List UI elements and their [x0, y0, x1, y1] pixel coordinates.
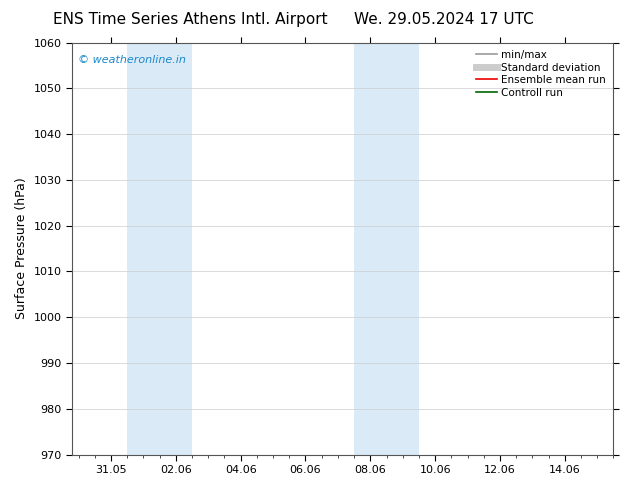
- Text: ENS Time Series Athens Intl. Airport: ENS Time Series Athens Intl. Airport: [53, 12, 328, 27]
- Bar: [354, 43, 419, 455]
- Y-axis label: Surface Pressure (hPa): Surface Pressure (hPa): [15, 178, 28, 319]
- Text: © weatheronline.in: © weatheronline.in: [77, 55, 185, 65]
- Bar: [127, 43, 192, 455]
- Text: We. 29.05.2024 17 UTC: We. 29.05.2024 17 UTC: [354, 12, 534, 27]
- Legend: min/max, Standard deviation, Ensemble mean run, Controll run: min/max, Standard deviation, Ensemble me…: [474, 48, 608, 100]
